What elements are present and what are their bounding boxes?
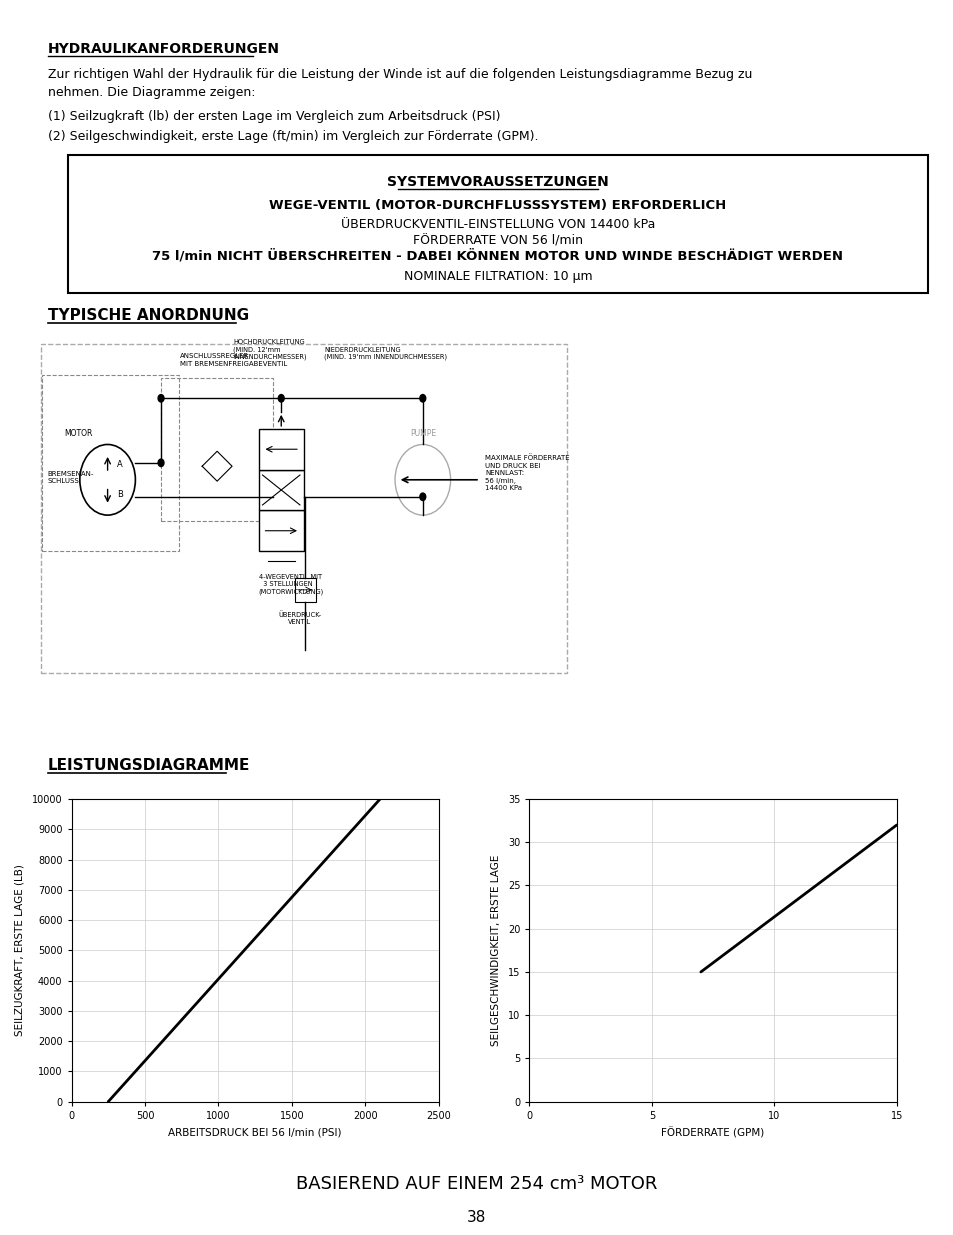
Text: TYPISCHE ANORDNUNG: TYPISCHE ANORDNUNG <box>48 308 249 324</box>
Bar <box>258 510 304 551</box>
Circle shape <box>158 459 164 467</box>
Text: HOCHDRUCKLEITUNG
(MIND. 12'mm
INNENDURCHMESSER): HOCHDRUCKLEITUNG (MIND. 12'mm INNENDURCH… <box>233 340 307 361</box>
Circle shape <box>270 493 275 500</box>
Text: 75 l/min NICHT ÜBERSCHREITEN - DABEI KÖNNEN MOTOR UND WINDE BESCHÄDIGT WERDEN: 75 l/min NICHT ÜBERSCHREITEN - DABEI KÖN… <box>152 249 842 263</box>
Text: ÜBERDRUCK-
VENTIL: ÜBERDRUCK- VENTIL <box>278 611 321 625</box>
Y-axis label: SEILGESCHWINDIGKEIT, ERSTE LAGE: SEILGESCHWINDIGKEIT, ERSTE LAGE <box>491 855 500 1046</box>
Bar <box>161 378 273 521</box>
Text: BREMSENAN-
SCHLUSS: BREMSENAN- SCHLUSS <box>48 471 94 484</box>
Text: A: A <box>117 461 123 469</box>
Bar <box>42 374 178 551</box>
Circle shape <box>419 394 425 403</box>
Bar <box>258 429 304 469</box>
Bar <box>294 578 315 603</box>
Text: MOTOR: MOTOR <box>64 430 92 438</box>
Text: ÜBERDRUCKVENTIL-EINSTELLUNG VON 14400 kPa: ÜBERDRUCKVENTIL-EINSTELLUNG VON 14400 kP… <box>340 219 655 231</box>
Text: MAXIMALE FÖRDERRATE
UND DRUCK BEI
NENNLAST:
56 l/min,
14400 KPa: MAXIMALE FÖRDERRATE UND DRUCK BEI NENNLA… <box>485 454 569 492</box>
Circle shape <box>419 493 425 500</box>
Text: BASIEREND AUF EINEM 254 cm³ MOTOR: BASIEREND AUF EINEM 254 cm³ MOTOR <box>296 1174 657 1193</box>
Text: (2) Seilgeschwindigkeit, erste Lage (ft/min) im Vergleich zur Förderrate (GPM).: (2) Seilgeschwindigkeit, erste Lage (ft/… <box>48 130 537 143</box>
Circle shape <box>278 394 284 403</box>
Y-axis label: SEILZUGKRAFT, ERSTE LAGE (LB): SEILZUGKRAFT, ERSTE LAGE (LB) <box>15 864 25 1036</box>
Text: (1) Seilzugkraft (lb) der ersten Lage im Vergleich zum Arbeitsdruck (PSI): (1) Seilzugkraft (lb) der ersten Lage im… <box>48 110 500 124</box>
Text: B: B <box>117 490 123 499</box>
FancyBboxPatch shape <box>68 156 927 293</box>
Text: 4-WEGEVENTIL MIT
  3 STELLUNGEN
(MOTORWICKLUNG): 4-WEGEVENTIL MIT 3 STELLUNGEN (MOTORWICK… <box>258 574 324 595</box>
X-axis label: FÖRDERRATE (GPM): FÖRDERRATE (GPM) <box>660 1128 764 1139</box>
Text: SYSTEMVORAUSSETZUNGEN: SYSTEMVORAUSSETZUNGEN <box>387 175 608 189</box>
Text: 38: 38 <box>467 1210 486 1225</box>
Text: FÖRDERRATE VON 56 l/min: FÖRDERRATE VON 56 l/min <box>413 233 582 247</box>
Text: PUMPE: PUMPE <box>410 430 436 438</box>
Text: LEISTUNGSDIAGRAMME: LEISTUNGSDIAGRAMME <box>48 758 250 773</box>
Circle shape <box>158 394 164 403</box>
Text: Zur richtigen Wahl der Hydraulik für die Leistung der Winde ist auf die folgende: Zur richtigen Wahl der Hydraulik für die… <box>48 68 752 99</box>
Text: WEGE-VENTIL (MOTOR-DURCHFLUSSSYSTEM) ERFORDERLICH: WEGE-VENTIL (MOTOR-DURCHFLUSSSYSTEM) ERF… <box>269 199 726 212</box>
X-axis label: ARBEITSDRUCK BEI 56 l/min (PSI): ARBEITSDRUCK BEI 56 l/min (PSI) <box>169 1128 341 1137</box>
Text: NIEDERDRUCKLEITUNG
(MIND. 19'mm INNENDURCHMESSER): NIEDERDRUCKLEITUNG (MIND. 19'mm INNENDUR… <box>324 347 447 361</box>
Text: HYDRAULIKANFORDERUNGEN: HYDRAULIKANFORDERUNGEN <box>48 42 280 56</box>
Bar <box>258 469 304 510</box>
Text: ANSCHLUSSREGLER
MIT BREMSENFREIGABEVENTIL: ANSCHLUSSREGLER MIT BREMSENFREIGABEVENTI… <box>179 353 287 367</box>
Text: NOMINALE FILTRATION: 10 μm: NOMINALE FILTRATION: 10 μm <box>403 270 592 283</box>
